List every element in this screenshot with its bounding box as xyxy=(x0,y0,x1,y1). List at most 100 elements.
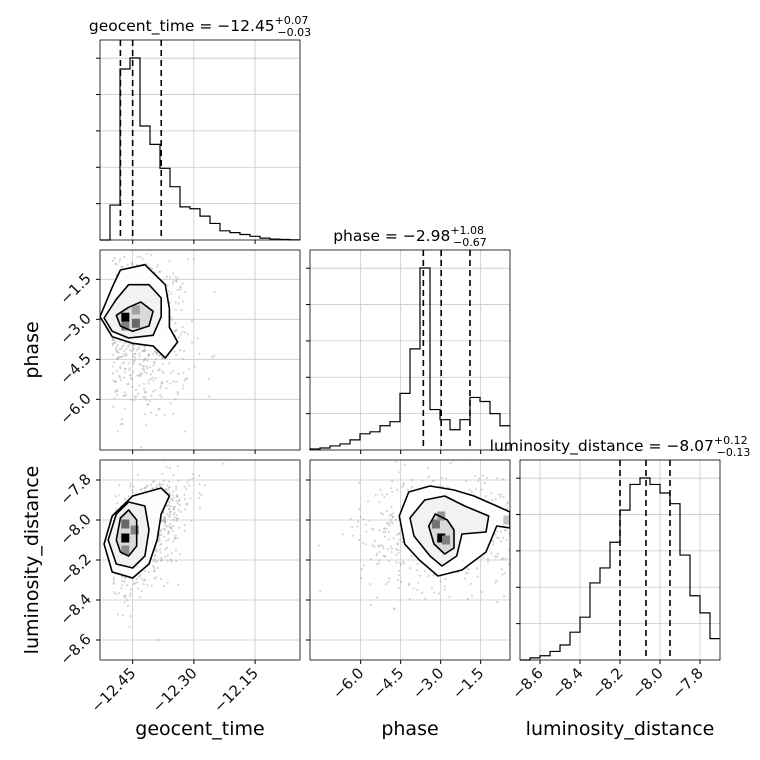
sample-point xyxy=(176,464,179,467)
sample-point xyxy=(395,548,398,551)
sample-point xyxy=(168,301,172,304)
sample-point xyxy=(143,388,146,391)
density-cell xyxy=(442,535,450,545)
title-lower-error: −0.13 xyxy=(717,446,751,459)
sample-point xyxy=(145,484,148,487)
sample-point xyxy=(156,266,159,269)
sample-point xyxy=(153,569,156,572)
sample-point xyxy=(167,532,170,536)
sample-point xyxy=(139,374,142,377)
sample-point xyxy=(395,561,398,564)
sample-point xyxy=(380,511,383,514)
sample-point xyxy=(464,571,467,575)
sample-point xyxy=(131,370,134,373)
sample-point xyxy=(482,556,485,560)
sample-point xyxy=(165,504,168,507)
sample-point xyxy=(118,374,121,378)
sample-point xyxy=(153,566,156,570)
sample-point xyxy=(482,474,485,477)
sample-point xyxy=(120,417,124,421)
sample-point xyxy=(163,518,166,521)
sample-point xyxy=(397,551,400,554)
sample-point xyxy=(156,566,159,570)
sample-point xyxy=(407,583,410,587)
histogram-step-phase xyxy=(309,267,510,450)
sample-point xyxy=(143,570,147,573)
sample-point xyxy=(373,539,377,542)
sample-point xyxy=(171,499,174,502)
sample-point xyxy=(500,540,503,543)
sample-point xyxy=(144,358,147,361)
sample-point xyxy=(154,554,157,557)
sample-point xyxy=(192,473,195,476)
sample-point xyxy=(175,517,178,521)
sample-point xyxy=(433,591,436,594)
sample-point xyxy=(176,393,180,396)
sample-point xyxy=(207,378,210,381)
sample-point xyxy=(503,529,506,532)
sample-point xyxy=(150,394,153,397)
sample-point xyxy=(158,539,161,542)
sample-point xyxy=(382,531,385,534)
sample-point xyxy=(159,485,162,488)
sample-point xyxy=(160,577,163,581)
sample-point xyxy=(167,531,170,534)
sample-point xyxy=(129,592,132,595)
sample-point xyxy=(111,338,114,341)
sample-point xyxy=(114,380,117,383)
sample-point xyxy=(497,537,501,540)
sample-point xyxy=(387,581,390,584)
sample-point xyxy=(486,560,490,564)
sample-point xyxy=(182,300,185,303)
sample-point xyxy=(121,345,124,348)
sample-point xyxy=(168,491,171,495)
sample-point xyxy=(359,576,362,580)
sample-point xyxy=(197,308,200,311)
sample-point xyxy=(164,555,167,558)
sample-point xyxy=(132,362,135,365)
sample-point xyxy=(136,374,139,377)
sample-point xyxy=(130,349,133,352)
sample-point xyxy=(172,505,175,509)
sample-point xyxy=(500,530,503,533)
sample-point xyxy=(416,589,419,592)
sample-point xyxy=(138,352,141,355)
sample-point xyxy=(367,500,370,503)
sample-point xyxy=(178,288,182,291)
sample-point xyxy=(175,514,178,517)
sample-point xyxy=(116,389,119,392)
sample-point xyxy=(114,592,117,596)
sample-point xyxy=(496,555,499,558)
sample-point xyxy=(160,542,163,545)
sample-point xyxy=(137,346,140,349)
sample-point xyxy=(177,302,180,305)
sample-point xyxy=(166,513,169,516)
sample-point xyxy=(172,412,175,415)
sample-point xyxy=(151,487,154,490)
sample-point xyxy=(168,510,171,514)
sample-point xyxy=(356,525,359,528)
sample-point xyxy=(157,540,160,543)
sample-point xyxy=(178,503,181,507)
sample-point xyxy=(127,344,130,347)
sample-point xyxy=(169,402,172,405)
sample-point xyxy=(383,555,386,558)
sample-point xyxy=(113,581,116,584)
sample-point xyxy=(131,385,134,388)
sample-point xyxy=(443,588,446,591)
sample-point xyxy=(170,318,173,321)
sample-point xyxy=(470,594,474,597)
sample-point xyxy=(138,374,141,377)
sample-point xyxy=(396,488,399,491)
sample-point xyxy=(152,353,155,356)
sample-point xyxy=(171,530,174,533)
contour-level-2 xyxy=(409,495,490,567)
sample-point xyxy=(133,399,136,402)
sample-point xyxy=(185,377,188,380)
sample-point xyxy=(397,586,400,589)
sample-point xyxy=(383,535,386,538)
sample-point xyxy=(493,555,497,558)
sample-point xyxy=(466,572,469,575)
sample-point xyxy=(362,564,365,567)
sample-point xyxy=(373,545,376,548)
